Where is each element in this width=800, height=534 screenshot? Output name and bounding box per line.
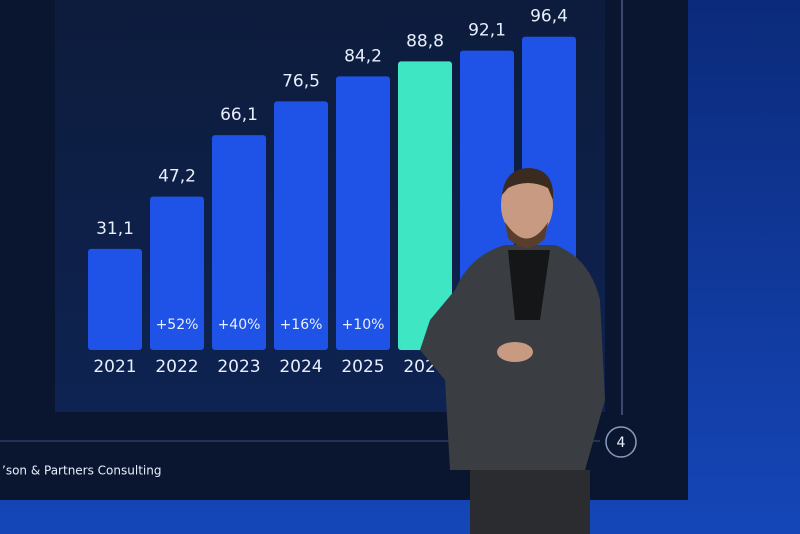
- value-label: 88,8: [406, 31, 444, 51]
- bar: [336, 76, 390, 350]
- shirt: [508, 250, 550, 320]
- growth-label: +40%: [218, 317, 261, 333]
- x-tick-label: 2021: [93, 357, 136, 377]
- speaker: [420, 168, 605, 534]
- trousers: [470, 470, 590, 534]
- value-label: 76,5: [282, 71, 320, 91]
- x-tick-label: 2024: [279, 357, 322, 377]
- hair: [502, 168, 554, 200]
- bar: [150, 196, 204, 350]
- value-label: 84,2: [344, 46, 382, 66]
- x-tick-label: 2022: [155, 357, 198, 377]
- bar: [88, 248, 142, 350]
- x-tick-label: 2023: [217, 357, 260, 377]
- bar: [274, 101, 328, 350]
- x-tick-label: 2025: [341, 357, 384, 377]
- page-badge: [605, 426, 637, 458]
- hand: [497, 342, 533, 362]
- source: ’son & Partners Consulting: [2, 464, 161, 478]
- bar: [212, 135, 266, 350]
- growth-label: +16%: [280, 317, 323, 333]
- bar: [398, 61, 452, 351]
- value-label: 31,1: [96, 219, 134, 239]
- value-label: 66,1: [220, 105, 258, 125]
- head: [501, 171, 553, 239]
- value-label: 47,2: [158, 167, 196, 187]
- value-label: 92,1: [468, 21, 506, 41]
- value-label: 96,4: [530, 7, 568, 27]
- beard: [505, 222, 548, 248]
- growth-label: +52%: [156, 317, 199, 333]
- page-number: 4: [617, 435, 626, 451]
- growth-label: +10%: [342, 317, 385, 333]
